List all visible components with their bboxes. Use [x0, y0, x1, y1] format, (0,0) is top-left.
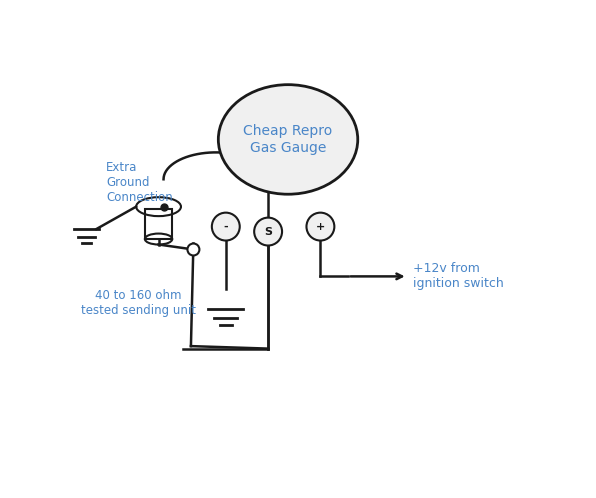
Text: -: - [224, 222, 228, 232]
Text: +: + [316, 222, 325, 232]
Text: 40 to 160 ohm
tested sending unit: 40 to 160 ohm tested sending unit [81, 289, 196, 317]
Circle shape [212, 213, 240, 241]
Text: Extra
Ground
Connection: Extra Ground Connection [106, 161, 173, 204]
Text: S: S [264, 227, 272, 237]
Circle shape [254, 218, 282, 246]
Text: Cheap Repro
Gas Gauge: Cheap Repro Gas Gauge [243, 124, 333, 154]
Circle shape [188, 244, 200, 255]
Ellipse shape [218, 85, 358, 194]
Circle shape [306, 213, 334, 241]
Text: +12v from
ignition switch: +12v from ignition switch [412, 262, 503, 290]
